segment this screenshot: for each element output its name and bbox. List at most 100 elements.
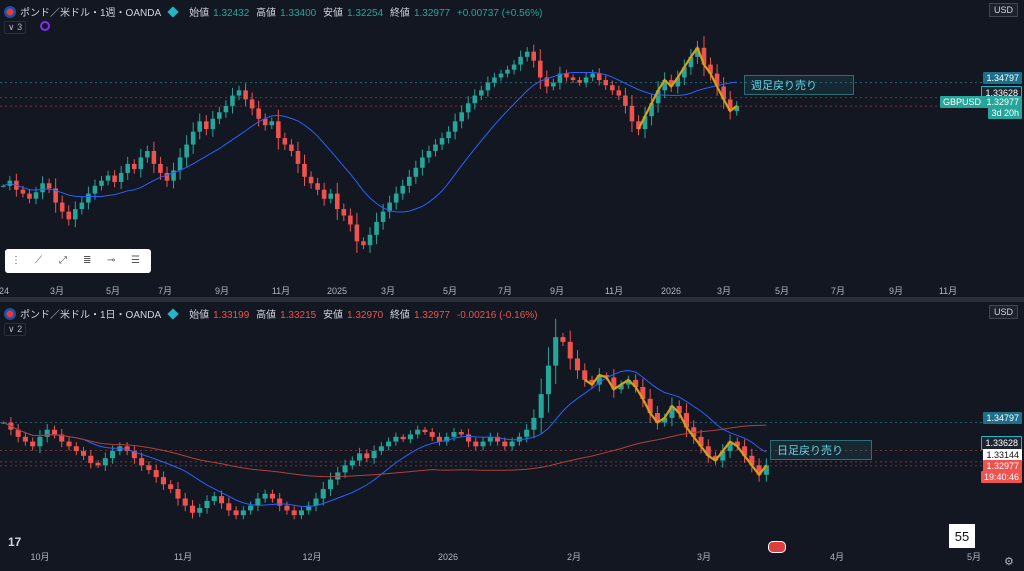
candle-body	[400, 436, 406, 440]
candle-body	[99, 180, 104, 186]
x-tick-label: 10月	[30, 552, 49, 562]
candle-body	[682, 67, 687, 78]
candle-body	[320, 489, 326, 499]
x-tick-label: 5月	[967, 552, 981, 562]
candle-body	[439, 138, 445, 145]
candle-body	[698, 436, 704, 447]
settings-gear-icon[interactable]: ⚙	[1004, 556, 1014, 568]
candle-body	[727, 99, 733, 112]
candle-body	[498, 73, 504, 78]
daily-chart-canvas[interactable]: 1.380001.370001.360001.350001.340001.330…	[0, 302, 985, 571]
trend-line-icon[interactable]: ⟋	[35, 255, 42, 266]
candle-body	[219, 496, 225, 504]
candle-body	[146, 465, 152, 471]
candle-body	[763, 465, 769, 475]
pane-separator[interactable]	[0, 297, 1024, 302]
fib-icon[interactable]: ≣	[83, 255, 92, 266]
daily-indicator-toggle[interactable]: ∨ 2	[4, 323, 27, 336]
daily-symbol-title[interactable]: ポンド／米ドル・1日・OANDA	[20, 310, 162, 321]
candle-body	[160, 477, 166, 485]
candle-body	[88, 455, 94, 463]
x-tick-label: 5月	[775, 286, 789, 296]
low-value: 1.32970	[347, 310, 384, 321]
candle-body	[492, 77, 497, 83]
daily-chart-pane[interactable]: 1.380001.370001.360001.350001.340001.330…	[0, 302, 1024, 571]
change-value: +0.00737 (+0.56%)	[456, 8, 543, 19]
candle-body	[168, 484, 174, 490]
candle-body	[182, 498, 188, 506]
x-tick-label: 2025	[327, 286, 347, 296]
candle-body	[53, 188, 58, 203]
daily-currency-button[interactable]: USD	[988, 305, 1018, 319]
candle-body	[446, 131, 451, 139]
tradingview-logo-icon[interactable]: 17	[8, 535, 22, 549]
weekly-chart-canvas[interactable]: 1.380001.360001.340001.320001.300001.280…	[0, 0, 985, 297]
candle-body	[557, 73, 563, 83]
candle-body	[15, 429, 21, 437]
candle-body	[583, 77, 589, 83]
candle-body	[33, 192, 39, 199]
candle-body	[73, 209, 78, 220]
weekly-tag-5: 3d 20h	[988, 107, 1022, 119]
candle-body	[291, 510, 297, 516]
daily-tag-5: 19:40:46	[980, 471, 1022, 483]
x-tick-label: 3月	[717, 286, 731, 296]
open-value: 1.33199	[213, 310, 250, 321]
weekly-indicator-toggle[interactable]: ∨ 3	[4, 21, 27, 34]
candle-body	[531, 51, 537, 61]
candle-body	[110, 451, 116, 459]
candle-body	[465, 103, 471, 113]
indicator-circle-icon[interactable]	[40, 21, 50, 31]
weekly-note-label[interactable]: 週足戻り売り	[744, 75, 854, 95]
candle-body	[284, 505, 290, 511]
candle-body	[354, 224, 360, 242]
economic-event-icon[interactable]	[768, 541, 786, 553]
weekly-symbol-title[interactable]: ポンド／米ドル・1週・OANDA	[20, 8, 162, 19]
candle-body	[444, 436, 450, 442]
low-value: 1.32254	[347, 8, 384, 19]
indicator-count: 3	[17, 22, 23, 32]
candle-body	[171, 170, 176, 181]
candle-body	[742, 446, 748, 456]
candle-body	[86, 193, 91, 203]
candle-body	[589, 379, 595, 385]
x-tick-label: 9月	[889, 286, 903, 296]
candle-body	[79, 202, 85, 210]
candle-body	[647, 398, 653, 414]
ray-icon[interactable]: ⤢	[59, 255, 67, 266]
weekly-legend: ポンド／米ドル・1週・OANDA 始値 1.32432 高値 1.33400 安値 1…	[4, 4, 543, 19]
candle-body	[603, 80, 609, 86]
candle-body	[618, 384, 624, 390]
candle-body	[479, 90, 484, 96]
candle-body	[262, 118, 268, 126]
open-key: 始値	[189, 8, 210, 19]
high-key: 高値	[256, 8, 277, 19]
weekly-currency-button[interactable]: USD	[988, 3, 1018, 17]
candle-body	[415, 429, 421, 435]
candle-body	[734, 441, 740, 447]
candle-body	[184, 144, 189, 158]
horizontal-ray-icon[interactable]: ⊸	[107, 255, 116, 266]
candle-body	[341, 209, 347, 216]
candle-body	[80, 451, 87, 456]
candle-body	[197, 508, 203, 513]
candle-body	[328, 193, 333, 199]
weekly-tag-3: GBPUSD	[939, 96, 984, 108]
candle-body	[487, 436, 493, 442]
candle-body	[367, 234, 373, 246]
candle-body	[357, 453, 363, 461]
candle-body	[30, 441, 36, 447]
drag-handle-icon[interactable]: ⋮	[11, 255, 21, 266]
weekly-chart-pane[interactable]: 1.380001.360001.340001.320001.300001.280…	[0, 0, 1024, 297]
candle-body	[436, 436, 443, 442]
x-tick-label: 11月	[939, 286, 957, 296]
daily-note-label[interactable]: 日足戻り売り	[770, 440, 872, 460]
candle-body	[422, 429, 428, 433]
x-tick-label: 7月	[158, 286, 172, 296]
x-tick-label: 3月	[50, 286, 64, 296]
candle-body	[596, 375, 602, 385]
candle-body	[177, 157, 183, 171]
candle-body	[105, 175, 111, 181]
x-tick-label: 4月	[830, 552, 844, 562]
parallel-lines-icon[interactable]: ☰	[131, 255, 140, 266]
